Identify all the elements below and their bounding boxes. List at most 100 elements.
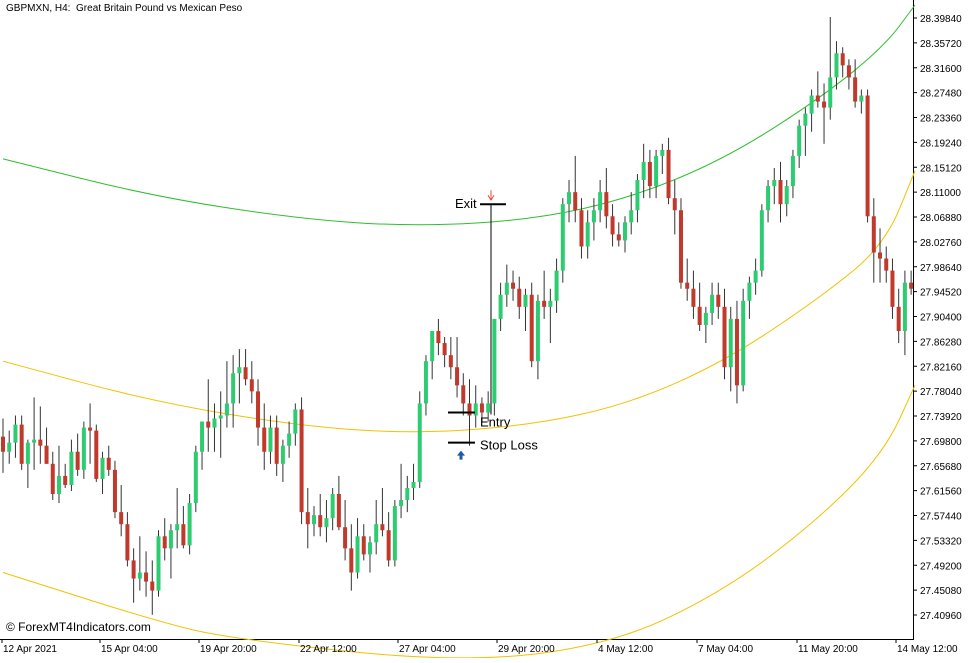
price-tick-label: 27.94520 [920,288,962,299]
bearish-candle [386,530,391,561]
bullish-candle [747,282,752,301]
bearish-candle [778,180,783,205]
bullish-candle [13,424,18,443]
bullish-candle [703,312,708,325]
bullish-candle [753,270,758,283]
bearish-candle [455,367,460,386]
price-tick-label: 28.11000 [920,188,961,199]
bearish-candle [678,210,683,283]
lower-channel-line [2,385,916,659]
bearish-candle [871,216,876,253]
price-tick-label: 27.90400 [920,313,962,324]
bullish-candle [268,427,273,452]
buy-arrow-icon [457,450,465,460]
price-tick-label: 27.53320 [920,536,962,547]
bearish-candle [75,451,80,470]
price-tick-label: 28.19240 [920,138,962,149]
bullish-candle [200,421,205,452]
bullish-candle [430,330,435,362]
bearish-candle [305,512,310,525]
bearish-candle [318,515,323,528]
bearish-candle [610,216,615,235]
bearish-candle [878,252,883,259]
bearish-candle [517,288,522,307]
bearish-candle [697,306,702,325]
bullish-candle [766,186,771,211]
bearish-candle [604,192,609,217]
bearish-candle [616,234,621,241]
bearish-candle [722,306,727,368]
price-tick-label: 28.39840 [920,14,962,25]
bearish-candle [94,430,99,479]
bullish-candle [224,403,229,416]
bullish-candle [374,524,379,543]
bearish-candle [822,101,827,108]
bullish-candle [641,161,646,181]
bearish-candle [884,258,889,271]
bullish-candle [598,192,603,211]
price-tick-label: 27.57440 [920,512,962,523]
bullish-candle [392,506,397,561]
bearish-candle [691,288,696,307]
symbol-timeframe: GBPMXN, H4: [6,3,71,14]
bullish-candle [772,180,777,187]
bullish-candle [168,530,173,549]
bullish-candle [790,155,795,187]
price-tick-label: 28.15120 [920,163,962,174]
bullish-candle [399,500,404,507]
bearish-candle [909,282,914,289]
bearish-candle [896,306,901,331]
bullish-candle [417,403,422,482]
bearish-candle [336,494,341,528]
bullish-candle [367,542,372,555]
bullish-candle [759,210,764,271]
bullish-candle [902,282,907,331]
bullish-candle [411,481,416,488]
time-tick-label: 29 Apr 20:00 [498,644,555,655]
bullish-candle [834,53,839,78]
bullish-candle [473,403,478,416]
price-tick-label: 28.27480 [920,89,962,100]
price-tick-label: 27.78040 [920,387,962,398]
trade-signals: Entry Stop Loss Exit [448,190,538,460]
time-scale: 12 Apr 2021 15 Apr 04:00 19 Apr 20:00 22 Ap… [1,639,958,655]
bearish-candle [119,512,124,525]
price-tick-label: 27.49200 [920,561,962,572]
time-tick-label: 14 May 12:00 [897,644,958,655]
bullish-candle [212,418,217,428]
price-tick-label: 27.73920 [920,412,962,423]
bearish-candle [579,210,584,247]
price-tick-label: 28.02760 [920,238,962,249]
bearish-candle [274,427,279,464]
bearish-candle [647,161,652,187]
bullish-candle [828,77,833,108]
bullish-candle [654,155,659,187]
bullish-candle [56,475,61,495]
price-tick-label: 28.31600 [920,64,962,75]
candlestick-series [1,17,914,615]
bullish-candle [280,445,285,464]
bullish-candle [423,361,428,404]
upper-channel-line [2,4,916,226]
bearish-candle [511,282,516,289]
bearish-candle [529,294,534,362]
time-tick-label: 27 Apr 04:00 [399,644,456,655]
bearish-candle [131,560,136,579]
bearish-candle [448,355,453,368]
bearish-candle [249,379,254,392]
price-tick-label: 28.35720 [920,39,962,50]
price-scale: 28.39840 28.35720 28.31600 28.27480 28.23360… [913,14,962,622]
stop-loss-label: Stop Loss [480,438,538,453]
bearish-candle [162,536,167,549]
bullish-candle [504,282,509,295]
bullish-candle [193,451,198,504]
bullish-candle [535,300,540,362]
bullish-candle [629,210,634,223]
bullish-candle [287,433,292,446]
bullish-candle [784,186,789,205]
bearish-candle [262,427,267,452]
symbol-description: Great Britain Pound vs Mexican Peso [76,3,243,14]
bullish-candle [156,536,161,591]
